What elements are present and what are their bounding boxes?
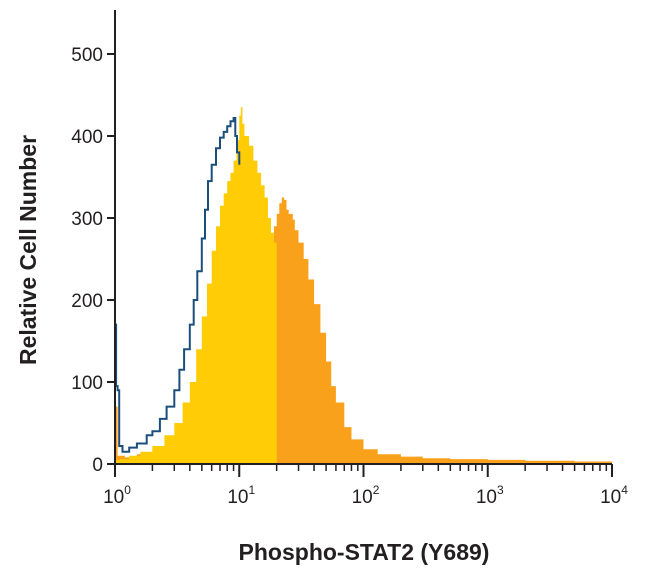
y-axis-title: Relative Cell Number — [15, 135, 41, 365]
x-tick-label: 103 — [476, 483, 504, 508]
y-tick-label: 100 — [71, 373, 103, 394]
series-layer — [115, 107, 612, 465]
x-tick-label: 102 — [352, 483, 380, 508]
x-tick-label: 104 — [600, 483, 628, 508]
y-tick-label: 400 — [71, 127, 103, 148]
y-tick-label: 200 — [71, 291, 103, 312]
x-tick-label: 101 — [227, 483, 255, 508]
histogram-series-2 — [115, 107, 277, 465]
x-axis-title: Phospho-STAT2 (Y689) — [239, 539, 490, 565]
x-tick-label: 100 — [103, 483, 131, 508]
y-tick-label: 0 — [92, 455, 103, 476]
axes-layer — [114, 10, 612, 465]
y-tick-label: 300 — [71, 209, 103, 230]
y-tick-label: 500 — [71, 45, 103, 66]
histogram-series-3 — [115, 117, 241, 453]
